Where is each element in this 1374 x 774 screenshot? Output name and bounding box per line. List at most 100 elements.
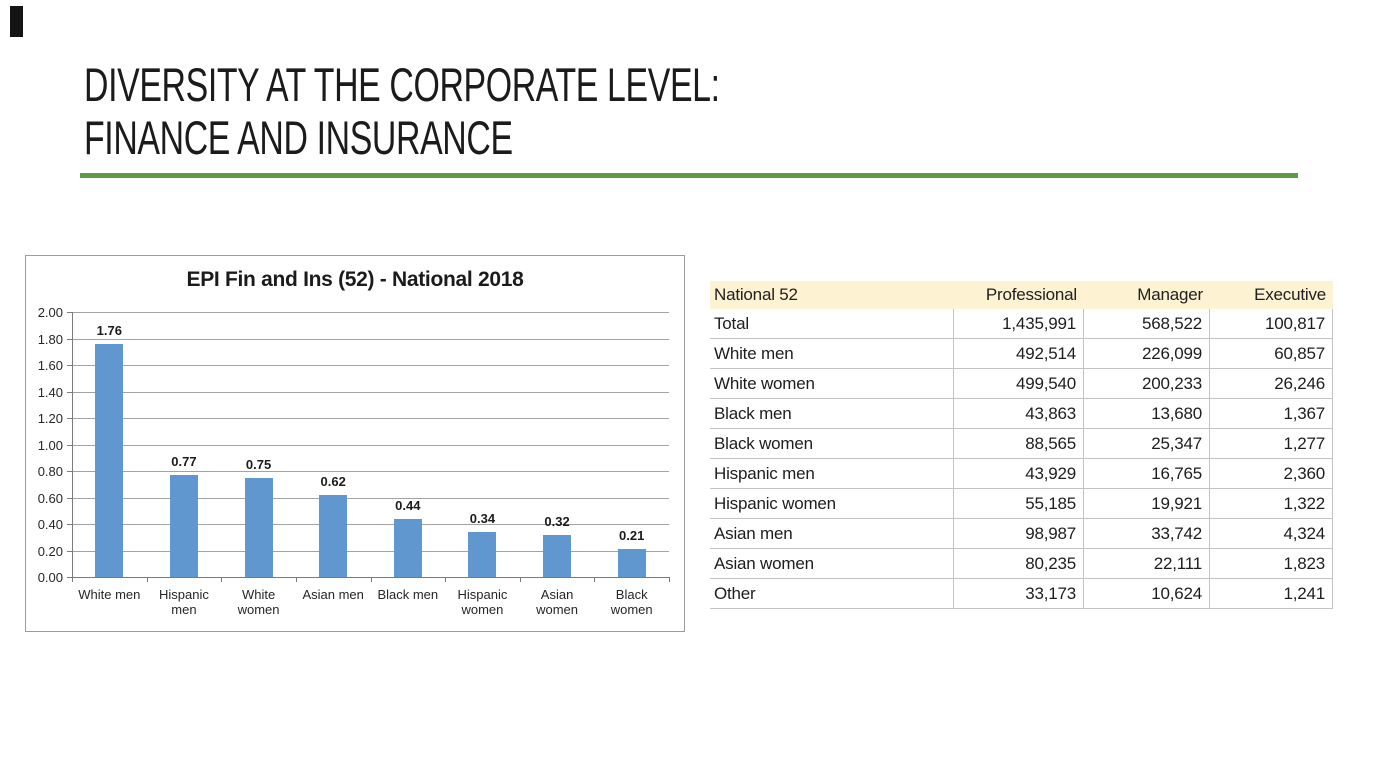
table-row-label-cell: Asian men: [710, 519, 954, 549]
table-row: Hispanic men 43,929 16,765 2,360: [710, 459, 1333, 489]
table-value-cell: 98,987: [954, 519, 1084, 549]
y-axis-tick: [67, 550, 72, 552]
table-value-cell: 492,514: [954, 339, 1084, 369]
table-row-label-cell: Black men: [710, 399, 954, 429]
x-axis-category-label: Hispanic men: [147, 587, 222, 617]
table-value-cell: 22,111: [1084, 549, 1210, 579]
x-axis-category-label: White men: [72, 587, 147, 602]
gridline: [72, 391, 669, 393]
table-value-cell: 1,367: [1210, 399, 1333, 429]
y-axis-tick-label: 0.40: [37, 517, 63, 532]
table-row: Other 33,173 10,624 1,241: [710, 579, 1333, 609]
table-header-cell: Executive: [1254, 285, 1326, 304]
table-value-cell: 25,347: [1084, 429, 1210, 459]
x-axis-tick: [221, 577, 223, 582]
table-value-cell: 43,863: [954, 399, 1084, 429]
national-52-table: National 52 Professional Manager Executive T…: [710, 281, 1333, 609]
x-axis-category-label-line: women: [610, 602, 653, 617]
title-underline-rule: [80, 173, 1298, 178]
x-axis-category-label-line: Black: [615, 587, 648, 602]
y-axis-tick-label: 0.80: [37, 464, 63, 479]
table-row-label-cell: White men: [710, 339, 954, 369]
bar-hispanic-men: [169, 474, 198, 577]
gridline: [72, 312, 669, 313]
table-row: Asian men 98,987 33,742 4,324: [710, 519, 1333, 549]
gridline: [72, 444, 669, 446]
y-axis-tick-label: 0.20: [37, 543, 63, 559]
table-row: Hispanic women 55,185 19,921 1,322: [710, 489, 1333, 519]
y-axis-tick-label: 1.80: [37, 331, 63, 347]
slide-title-line-1: DIVERSITY AT THE CORPORATE LEVEL:: [84, 58, 720, 111]
y-axis-tick-label: 1.00: [37, 437, 63, 453]
y-axis-tick: [67, 418, 72, 419]
x-axis-category-label-line: Asian men: [302, 587, 364, 602]
gridline: [72, 418, 669, 419]
gridline: [72, 471, 669, 472]
table-value-cell: 33,742: [1084, 519, 1210, 549]
x-axis-category-label: Asian women: [520, 587, 595, 617]
x-axis-category-label: Black men: [371, 587, 446, 602]
gridline: [72, 497, 669, 499]
slide-title-line-2: FINANCE AND INSURANCE: [84, 111, 513, 164]
gridline: [72, 524, 669, 525]
x-axis-category-label-line: women: [237, 602, 280, 617]
bar-chart-panel: EPI Fin and Ins (52) - National 2018 0.0…: [25, 255, 685, 632]
table-value-cell: 1,322: [1210, 489, 1333, 519]
bar-value-label: 0.75: [245, 456, 272, 472]
y-axis-tick: [67, 444, 72, 446]
table-value-cell: 55,185: [954, 489, 1084, 519]
x-axis-category-label-line: White: [241, 587, 276, 602]
table-value-cell: 33,173: [954, 579, 1084, 609]
x-axis-tick: [72, 577, 73, 582]
table-value-cell: 43,929: [954, 459, 1084, 489]
table-value-cell: 13,680: [1084, 399, 1210, 429]
bar-value-label: 0.44: [395, 497, 421, 513]
table-row-label-cell: Black women: [710, 429, 954, 459]
x-axis-tick: [146, 577, 148, 582]
bar-white-men: [95, 343, 124, 577]
x-axis-category-label-line: women: [461, 602, 504, 617]
x-axis-tick: [295, 577, 297, 582]
bar-value-label: 1.76: [96, 322, 122, 338]
table-value-cell: 26,246: [1210, 369, 1333, 399]
table-row: Black men 43,863 13,680 1,367: [710, 399, 1333, 429]
table-row-label-cell: Total: [710, 309, 954, 339]
table-row-label-cell: White women: [710, 369, 954, 399]
bar-value-label: 0.32: [544, 513, 570, 529]
table-value-cell: 1,435,991: [954, 309, 1084, 339]
table-value-cell: 16,765: [1084, 459, 1210, 489]
y-axis-tick: [67, 312, 72, 313]
y-axis-tick: [67, 577, 72, 578]
table-value-cell: 2,360: [1210, 459, 1333, 489]
chart-title: EPI Fin and Ins (52) - National 2018: [186, 268, 524, 291]
table-value-cell: 19,921: [1084, 489, 1210, 519]
y-axis-tick-label: 2.00: [37, 305, 63, 320]
x-axis-category-label-line: White men: [78, 587, 141, 602]
bar-white-women: [244, 477, 273, 577]
table-header-cell: National 52: [714, 285, 798, 304]
x-axis-tick: [669, 577, 670, 582]
y-axis-tick: [67, 391, 72, 393]
y-axis-tick: [67, 497, 72, 499]
slide-placeholder-mark: [10, 6, 23, 37]
x-axis-category-label: Asian men: [296, 587, 371, 602]
bar-black-men: [393, 518, 422, 577]
x-axis-category-label-line: Hispanic: [159, 587, 209, 602]
y-axis-tick: [67, 338, 72, 340]
y-axis-line: [72, 312, 73, 577]
table-value-cell: 200,233: [1084, 369, 1210, 399]
table-row-label-cell: Asian women: [710, 549, 954, 579]
table-value-cell: 568,522: [1084, 309, 1210, 339]
gridline: [72, 338, 669, 340]
x-axis-category-label: Hispanic women: [445, 587, 520, 617]
table-row: Asian women 80,235 22,111 1,823: [710, 549, 1333, 579]
table-row: White men 492,514 226,099 60,857: [710, 339, 1333, 369]
bar-asian-men: [319, 494, 348, 577]
table-header-row: National 52 Professional Manager Executive: [710, 281, 1333, 309]
slide-title: DIVERSITY AT THE CORPORATE LEVEL: FINANC…: [84, 58, 720, 164]
table-header-cell: Professional: [985, 285, 1077, 304]
table-row-label-cell: Hispanic women: [710, 489, 954, 519]
bar-hispanic-women: [468, 531, 497, 577]
y-axis-tick: [67, 524, 72, 525]
